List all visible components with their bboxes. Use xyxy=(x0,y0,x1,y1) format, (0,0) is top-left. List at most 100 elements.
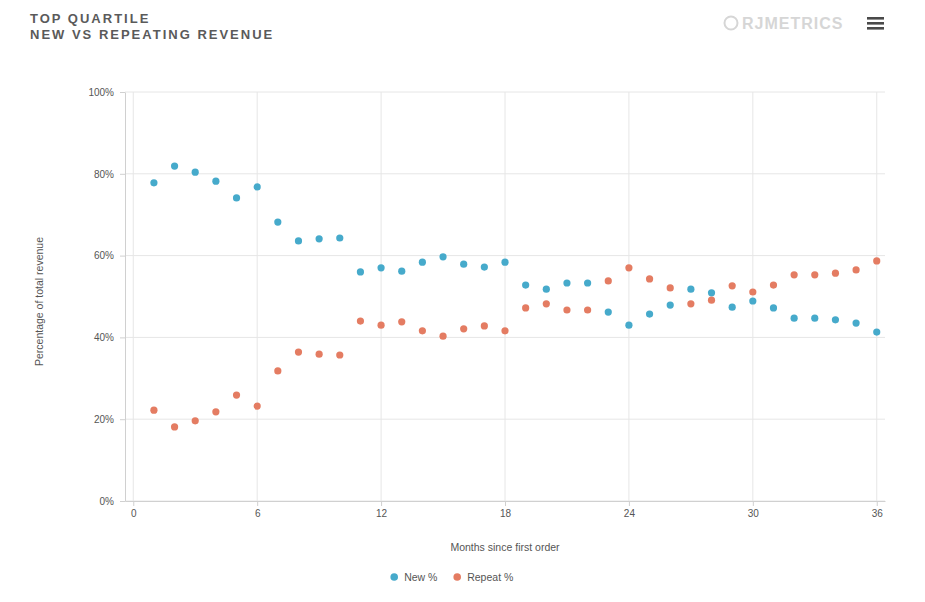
x-tick-label: 12 xyxy=(376,508,388,519)
point xyxy=(770,281,777,288)
y-tick: 40% xyxy=(94,332,125,343)
point xyxy=(687,300,694,307)
point xyxy=(398,268,405,275)
point xyxy=(316,235,323,242)
point xyxy=(563,306,570,313)
series xyxy=(150,257,880,430)
grid-line-x xyxy=(505,92,506,501)
grid-line-x xyxy=(257,92,258,501)
point xyxy=(625,264,632,271)
logo-text: RJMETRICS xyxy=(742,15,843,32)
x-tick: 36 xyxy=(872,501,884,519)
logo-icon xyxy=(725,17,738,30)
point xyxy=(419,327,426,334)
point xyxy=(811,271,818,278)
x-tick: 30 xyxy=(748,501,760,519)
point xyxy=(192,417,199,424)
point xyxy=(543,300,550,307)
point xyxy=(770,304,777,311)
y-tick-label: 0% xyxy=(100,496,115,507)
legend: New %Repeat % xyxy=(390,571,513,583)
grid-line-x xyxy=(876,92,877,501)
point xyxy=(543,286,550,293)
point xyxy=(336,351,343,358)
x-tick-label: 30 xyxy=(748,508,760,519)
grid-line-x xyxy=(381,92,382,501)
x-tick: 12 xyxy=(376,501,388,519)
point xyxy=(377,264,384,271)
x-axis-title: Months since first order xyxy=(450,541,560,553)
point xyxy=(212,178,219,185)
point xyxy=(852,266,859,273)
point xyxy=(729,282,736,289)
x-tick-mark xyxy=(133,501,134,506)
y-tick-mark xyxy=(120,92,125,93)
y-tick-mark xyxy=(120,501,125,502)
subtitle: NEW VS REPEATING REVENUE xyxy=(30,27,274,42)
x-tick-mark xyxy=(381,501,382,506)
y-tick: 20% xyxy=(94,414,125,425)
menu-icon xyxy=(867,17,884,20)
x-axis: 061218243036 xyxy=(126,501,886,519)
y-tick: 0% xyxy=(100,496,125,507)
point xyxy=(254,403,261,410)
chart: TOP QUARTILENEW VS REPEATING REVENUE RJME… xyxy=(0,0,925,602)
point xyxy=(295,237,302,244)
point xyxy=(274,218,281,225)
point xyxy=(832,316,839,323)
point xyxy=(563,279,570,286)
point xyxy=(625,322,632,329)
point xyxy=(439,333,446,340)
point xyxy=(233,194,240,201)
point xyxy=(646,310,653,317)
point xyxy=(522,281,529,288)
x-tick-label: 24 xyxy=(624,508,636,519)
point xyxy=(832,270,839,277)
point xyxy=(357,268,364,275)
point xyxy=(212,408,219,415)
point xyxy=(501,327,508,334)
point xyxy=(274,367,281,374)
x-tick-mark xyxy=(257,501,258,506)
title: TOP QUARTILE xyxy=(30,11,150,26)
point xyxy=(605,277,612,284)
point xyxy=(811,315,818,322)
series xyxy=(150,162,880,335)
legend-marker xyxy=(390,573,398,581)
point xyxy=(584,306,591,313)
point xyxy=(708,297,715,304)
x-tick-label: 36 xyxy=(872,508,884,519)
point xyxy=(791,271,798,278)
point xyxy=(460,261,467,268)
y-axis: 0% 20% 40% 60% 80% 100% xyxy=(88,87,125,507)
point xyxy=(150,179,157,186)
point xyxy=(584,279,591,286)
grid-line-x xyxy=(752,92,753,501)
y-tick-label: 100% xyxy=(88,87,114,98)
point xyxy=(419,259,426,266)
point xyxy=(481,263,488,270)
y-tick-mark xyxy=(120,256,125,257)
legend-label: Repeat % xyxy=(467,571,513,583)
point xyxy=(336,234,343,241)
y-tick: 60% xyxy=(94,250,125,261)
y-tick-mark xyxy=(120,174,125,175)
point xyxy=(171,423,178,430)
y-tick-label: 40% xyxy=(94,332,114,343)
point xyxy=(192,169,199,176)
point xyxy=(501,259,508,266)
menu-icon xyxy=(867,27,884,30)
y-tick-mark xyxy=(120,419,125,420)
y-tick-mark xyxy=(120,337,125,338)
x-tick: 18 xyxy=(500,501,512,519)
point xyxy=(316,351,323,358)
point xyxy=(687,286,694,293)
point xyxy=(791,315,798,322)
point xyxy=(749,297,756,304)
point xyxy=(481,322,488,329)
point xyxy=(398,318,405,325)
y-axis-line xyxy=(125,93,126,502)
y-tick: 80% xyxy=(94,169,125,180)
point xyxy=(460,325,467,332)
y-tick-label: 60% xyxy=(94,250,114,261)
